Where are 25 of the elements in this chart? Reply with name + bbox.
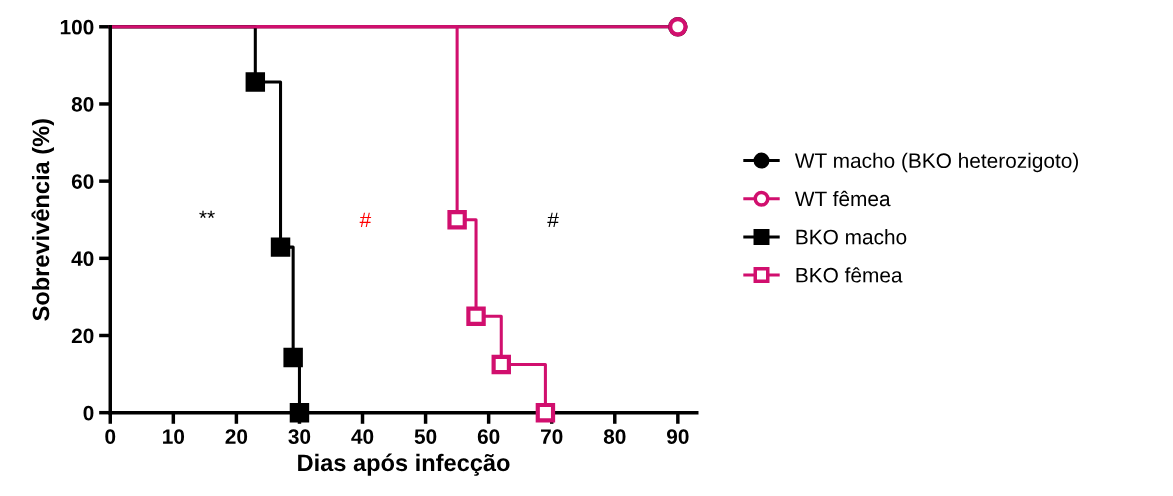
legend-label: BKO macho [796, 229, 907, 245]
x-tick-label: 90 [666, 429, 689, 444]
annotation: # [359, 212, 372, 228]
x-tick-label: 80 [603, 429, 626, 444]
legend-label: WT macho (BKO heterozigoto) [794, 152, 1078, 173]
y-tick-label: 60 [71, 174, 94, 189]
annotation: # [547, 212, 559, 228]
x-tick-label: 50 [414, 429, 437, 444]
x-tick-label: 60 [477, 429, 500, 444]
y-tick-label: 40 [71, 251, 94, 267]
x-tick-label: 40 [351, 429, 374, 444]
legend-label: BKO fêmea [796, 267, 903, 283]
x-tick-label: 0 [105, 429, 116, 444]
annotation: ** [199, 210, 215, 219]
y-tick-label: 20 [71, 328, 94, 344]
x-tick-label: 70 [541, 429, 563, 444]
y-tick-label: 100 [60, 19, 94, 35]
x-axis-title: Dias após infecção [298, 453, 510, 476]
y-axis-title: Sobrevivência (%) [31, 119, 54, 321]
y-tick-label: 0 [83, 405, 94, 421]
x-tick-label: 10 [163, 429, 185, 444]
y-tick-label: 80 [71, 96, 94, 112]
legend-label: WT fêmea [794, 190, 891, 207]
x-tick-label: 20 [225, 429, 248, 444]
x-tick-label: 30 [288, 429, 311, 444]
